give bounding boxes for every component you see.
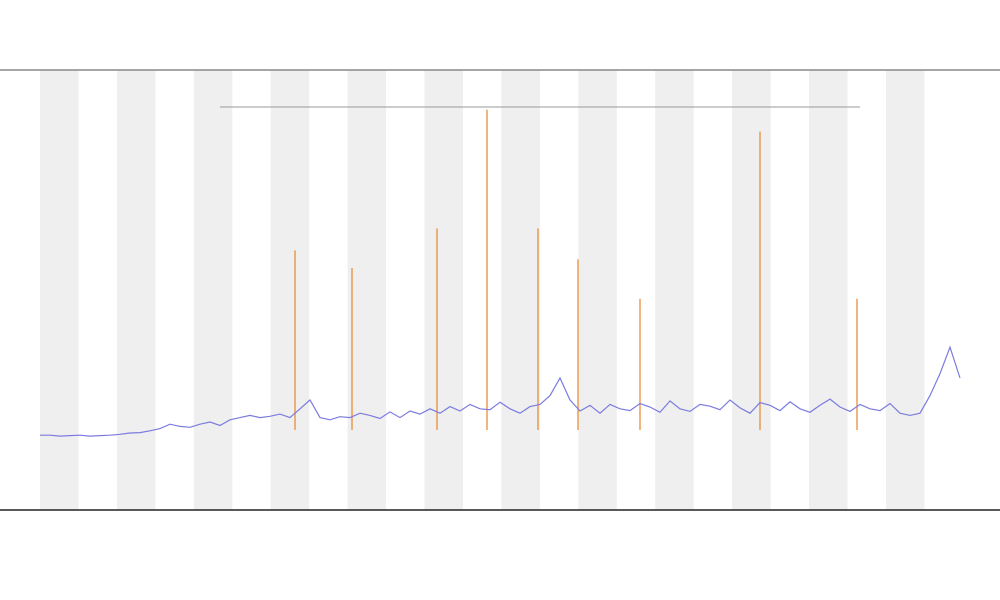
- band: [193, 70, 233, 510]
- band: [655, 70, 694, 510]
- band: [347, 70, 387, 510]
- band: [501, 70, 540, 510]
- band: [270, 70, 310, 510]
- band: [578, 70, 617, 510]
- band: [424, 70, 463, 510]
- series-line: [40, 345, 961, 437]
- band: [732, 70, 771, 510]
- bands: [40, 70, 925, 510]
- band: [885, 70, 925, 510]
- band: [40, 70, 79, 510]
- band: [809, 70, 848, 510]
- band: [116, 70, 156, 510]
